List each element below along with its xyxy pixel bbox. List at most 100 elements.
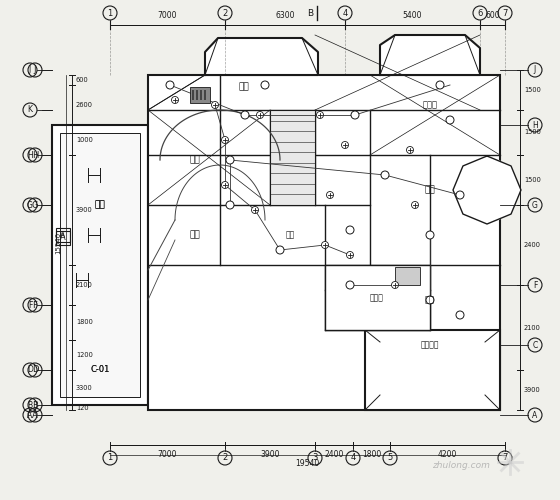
Text: zhulong.com: zhulong.com <box>432 461 490 470</box>
Text: H: H <box>32 150 38 160</box>
Bar <box>52 125 148 405</box>
Text: D: D <box>27 366 33 374</box>
Text: A: A <box>60 230 66 239</box>
Text: 600: 600 <box>485 11 500 20</box>
Circle shape <box>456 191 464 199</box>
Text: C-01: C-01 <box>90 366 110 374</box>
Text: A: A <box>32 410 38 420</box>
Text: 1500: 1500 <box>524 177 541 183</box>
Text: F: F <box>533 280 537 289</box>
Text: J: J <box>534 66 536 74</box>
Text: 6: 6 <box>477 8 483 18</box>
Circle shape <box>256 112 264 118</box>
Circle shape <box>426 296 434 304</box>
Text: 书房: 书房 <box>424 186 435 194</box>
Text: 7: 7 <box>502 454 508 462</box>
Text: 2100: 2100 <box>524 324 541 330</box>
Text: 3900: 3900 <box>76 207 93 213</box>
Text: 客厅: 客厅 <box>190 230 200 239</box>
Circle shape <box>456 311 464 319</box>
Circle shape <box>261 81 269 89</box>
Text: 6300: 6300 <box>276 11 295 20</box>
Polygon shape <box>380 35 480 75</box>
Text: 1000: 1000 <box>76 137 93 143</box>
Text: 卧室室: 卧室室 <box>422 100 437 110</box>
Text: A: A <box>533 410 538 420</box>
Text: C-01: C-01 <box>90 366 110 374</box>
Text: B: B <box>27 400 32 409</box>
Text: 1800: 1800 <box>76 320 93 326</box>
Circle shape <box>407 146 413 154</box>
Text: B: B <box>32 400 38 409</box>
Text: G: G <box>27 200 33 209</box>
Text: 3900: 3900 <box>524 387 541 393</box>
Text: 2600: 2600 <box>76 102 93 108</box>
Circle shape <box>276 246 284 254</box>
Text: 1200: 1200 <box>76 352 93 358</box>
Text: 4: 4 <box>342 8 348 18</box>
Text: 2400: 2400 <box>324 450 344 459</box>
Bar <box>56 231 70 245</box>
Bar <box>56 228 70 242</box>
Bar <box>190 87 210 103</box>
Circle shape <box>426 231 434 239</box>
Text: 15540: 15540 <box>55 232 61 254</box>
Text: K: K <box>27 106 32 114</box>
Text: 2100: 2100 <box>76 282 93 288</box>
Text: 3300: 3300 <box>76 384 93 390</box>
Text: 4200: 4200 <box>438 450 457 459</box>
Circle shape <box>342 142 348 148</box>
Text: A: A <box>27 410 32 420</box>
Bar <box>200 90 202 100</box>
Bar <box>325 265 430 330</box>
Text: 5: 5 <box>388 454 393 462</box>
Bar <box>365 330 500 410</box>
Text: 厨房: 厨房 <box>239 82 249 92</box>
Text: 车库大门: 车库大门 <box>421 340 439 349</box>
Text: F: F <box>32 300 38 310</box>
Circle shape <box>346 281 354 289</box>
Circle shape <box>222 136 228 143</box>
Text: 2400: 2400 <box>524 242 541 248</box>
Circle shape <box>316 112 324 118</box>
Circle shape <box>391 282 399 288</box>
Circle shape <box>446 116 454 124</box>
Text: 半库: 半库 <box>425 296 435 304</box>
Text: G: G <box>532 200 538 209</box>
Text: H: H <box>532 120 538 130</box>
Circle shape <box>381 171 389 179</box>
Circle shape <box>351 111 359 119</box>
Text: 1800: 1800 <box>362 450 381 459</box>
Circle shape <box>347 252 353 258</box>
Text: 1500: 1500 <box>524 130 541 136</box>
Text: H: H <box>27 150 33 160</box>
Text: 水池: 水池 <box>95 200 105 209</box>
Text: 卫生间: 卫生间 <box>370 294 384 302</box>
Text: F: F <box>28 300 32 310</box>
Polygon shape <box>205 38 318 75</box>
Text: B: B <box>307 8 313 18</box>
Text: 600: 600 <box>76 77 88 83</box>
Circle shape <box>251 206 259 214</box>
Text: J: J <box>29 66 31 74</box>
Text: 7000: 7000 <box>158 450 178 459</box>
Circle shape <box>166 81 174 89</box>
Text: 2: 2 <box>222 454 227 462</box>
Circle shape <box>436 81 444 89</box>
Bar <box>270 110 315 205</box>
Circle shape <box>326 192 334 198</box>
Circle shape <box>212 102 218 108</box>
Text: 5400: 5400 <box>403 11 422 20</box>
Bar <box>395 267 420 285</box>
Text: 3900: 3900 <box>260 450 280 459</box>
Circle shape <box>171 96 179 103</box>
Text: C: C <box>533 340 538 349</box>
Bar <box>204 90 206 100</box>
Bar <box>148 75 500 410</box>
Circle shape <box>226 201 234 209</box>
Circle shape <box>222 182 228 188</box>
Text: 3: 3 <box>312 454 318 462</box>
Text: 7000: 7000 <box>158 11 178 20</box>
Circle shape <box>226 156 234 164</box>
Bar <box>192 90 194 100</box>
